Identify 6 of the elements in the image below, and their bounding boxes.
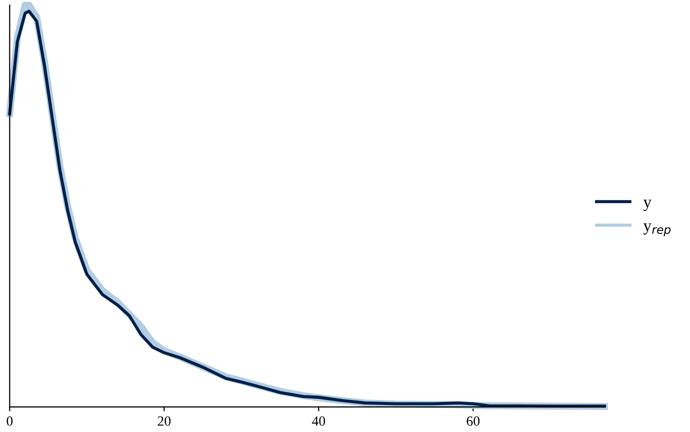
legend-label: y$_{rep}$	[643, 223, 671, 236]
x-tick-label: 20	[158, 416, 171, 426]
legend-label: y	[643, 200, 652, 212]
x-tick-label: 40	[312, 416, 326, 426]
x-tick-label: 60	[466, 416, 480, 426]
x-tick-label: 0	[6, 416, 13, 426]
